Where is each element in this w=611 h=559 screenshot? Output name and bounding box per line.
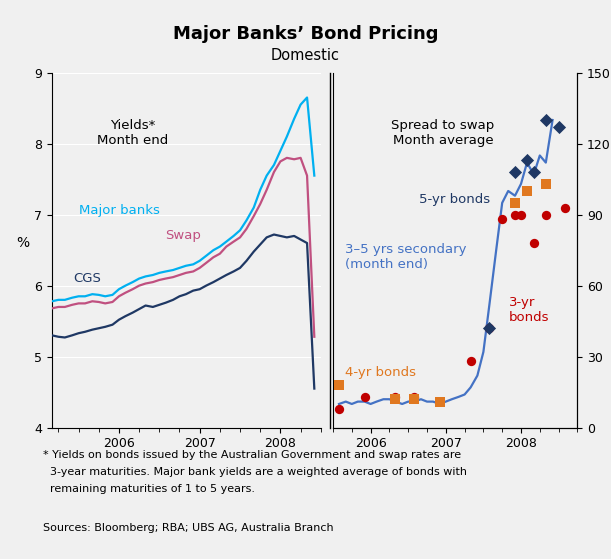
Point — [485, 324, 494, 333]
Point — [516, 210, 526, 219]
Point — [510, 168, 520, 177]
Point — [541, 116, 551, 125]
Point — [497, 215, 507, 224]
Text: CGS: CGS — [73, 272, 101, 285]
Point — [529, 239, 539, 248]
Text: 3-year maturities. Major bank yields are a weighted average of bonds with: 3-year maturities. Major bank yields are… — [43, 467, 467, 477]
Point — [554, 122, 563, 131]
Point — [541, 210, 551, 219]
Point — [485, 324, 494, 333]
Text: Domestic: Domestic — [271, 48, 340, 63]
Point — [466, 357, 475, 366]
Point — [560, 203, 569, 212]
Point — [390, 395, 400, 404]
Text: Major banks: Major banks — [79, 204, 159, 217]
Point — [390, 392, 400, 401]
Text: Yields*
Month end: Yields* Month end — [97, 119, 168, 147]
Point — [510, 210, 520, 219]
Point — [334, 404, 344, 413]
Text: 3-yr
bonds: 3-yr bonds — [509, 296, 549, 324]
Text: 4-yr bonds: 4-yr bonds — [345, 366, 416, 378]
Point — [510, 198, 520, 207]
Point — [522, 187, 532, 196]
Text: remaining maturities of 1 to 5 years.: remaining maturities of 1 to 5 years. — [43, 484, 255, 494]
Text: 3–5 yrs secondary
(month end): 3–5 yrs secondary (month end) — [345, 243, 467, 271]
Point — [334, 381, 344, 390]
Y-axis label: %: % — [16, 236, 30, 250]
Point — [409, 392, 419, 401]
Point — [541, 179, 551, 188]
Text: Swap: Swap — [165, 229, 201, 242]
Point — [529, 168, 539, 177]
Text: Major Banks’ Bond Pricing: Major Banks’ Bond Pricing — [173, 25, 438, 43]
Point — [360, 392, 370, 401]
Text: Spread to swap
Month average: Spread to swap Month average — [392, 119, 494, 147]
Text: Sources: Bloomberg; RBA; UBS AG, Australia Branch: Sources: Bloomberg; RBA; UBS AG, Austral… — [43, 523, 334, 533]
Text: 5-yr bonds: 5-yr bonds — [419, 193, 489, 206]
Point — [409, 395, 419, 404]
Point — [522, 156, 532, 165]
Point — [435, 397, 445, 406]
Text: * Yields on bonds issued by the Australian Government and swap rates are: * Yields on bonds issued by the Australi… — [43, 450, 461, 460]
